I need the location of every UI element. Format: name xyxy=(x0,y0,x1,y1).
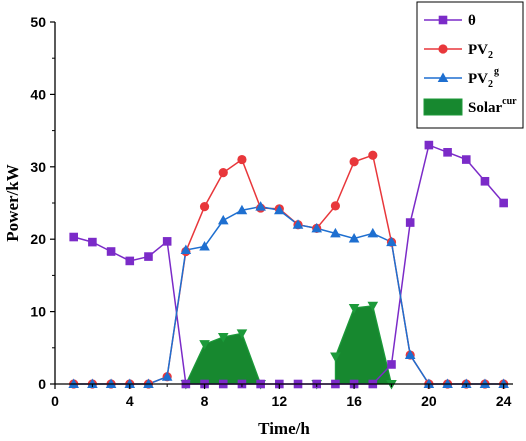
solar_cur-point xyxy=(236,329,248,339)
pv2g-point xyxy=(161,371,173,381)
x-tick-label: 12 xyxy=(272,393,288,409)
theta-point xyxy=(480,176,490,186)
pv2g-point xyxy=(348,232,360,243)
y-axis-title: Power/kW xyxy=(3,164,22,241)
legend: θ PV2 PV2g Solarcur xyxy=(416,1,524,129)
y-tick-label: 10 xyxy=(30,304,46,320)
pv2g-point xyxy=(255,201,266,211)
x-tick-label: 24 xyxy=(496,393,512,409)
pv2g-point xyxy=(442,378,453,388)
pv2g-point xyxy=(217,214,229,225)
legend-marker-theta xyxy=(438,15,448,25)
theta-line xyxy=(73,144,505,385)
legend-label-theta: θ xyxy=(468,13,476,29)
axes: 0 4 8 12 16 20 24 0 10 20 30 40 50 xyxy=(30,14,513,409)
pv2-point xyxy=(349,157,359,167)
pv2g-point xyxy=(386,236,397,247)
pv2-point xyxy=(218,167,228,178)
pv2g-point xyxy=(274,204,285,215)
x-tick-label: 0 xyxy=(51,393,59,409)
x-axis-title: Time/h xyxy=(258,419,310,438)
pv2-point xyxy=(330,201,341,211)
pv2g-line xyxy=(73,205,504,385)
x-tick-label: 20 xyxy=(421,393,437,409)
y-tick-label: 40 xyxy=(30,86,46,102)
solar_cur-point xyxy=(367,301,379,312)
solar_cur-point xyxy=(217,332,229,343)
y-tick-label: 20 xyxy=(30,231,46,247)
legend-marker-pv2 xyxy=(438,44,448,54)
theta-point xyxy=(443,148,452,157)
pv2g-point xyxy=(404,349,416,360)
theta-point xyxy=(405,218,415,227)
pv2g-point xyxy=(367,227,379,238)
plot-area xyxy=(68,140,509,390)
pv2g-point xyxy=(180,244,192,255)
x-tick-label: 16 xyxy=(346,393,362,409)
pv2g-point xyxy=(311,222,323,233)
legend-marker-pv2g xyxy=(437,72,449,82)
x-tick-label: 8 xyxy=(201,393,209,409)
pv2g-point xyxy=(236,204,248,215)
solar_cur-point xyxy=(348,303,360,314)
pv2g-point xyxy=(68,378,79,388)
pv2g-point xyxy=(460,378,472,388)
theta-point xyxy=(144,252,153,261)
y-tick-label: 0 xyxy=(38,376,46,392)
legend-label-pv2g: PV2g xyxy=(468,66,499,90)
theta-point xyxy=(88,237,97,247)
pv2g-point xyxy=(292,219,304,229)
theta-point xyxy=(106,247,116,256)
theta-point xyxy=(387,360,396,369)
pv2-point xyxy=(368,150,378,160)
theta-point xyxy=(424,140,434,150)
pv2-line xyxy=(73,154,504,385)
pv2g-point xyxy=(143,378,154,388)
legend-label-solar_cur: Solarcur xyxy=(468,96,517,116)
pv2g-point xyxy=(199,240,210,251)
theta-point xyxy=(461,155,471,164)
legend-swatch-solar_cur xyxy=(423,98,463,116)
legend-label-pv2: PV2 xyxy=(468,42,493,61)
solar_cur-point xyxy=(199,340,210,350)
pv2g-point xyxy=(479,378,491,388)
pv2g-point xyxy=(87,378,98,388)
theta-point xyxy=(499,198,508,208)
solar_cur-point xyxy=(330,352,341,362)
pv2g-point xyxy=(105,378,117,388)
y-tick-label: 50 xyxy=(30,14,46,30)
pv2g-point xyxy=(330,227,341,238)
x-tick-label: 4 xyxy=(126,393,134,409)
theta-point xyxy=(162,237,172,246)
pv2-point xyxy=(237,154,247,165)
pv2g-point xyxy=(124,378,136,388)
theta-point xyxy=(125,256,135,266)
theta-point xyxy=(69,232,78,242)
y-tick-label: 30 xyxy=(30,159,46,175)
pv2-point xyxy=(199,202,210,212)
pv2g-point xyxy=(498,378,509,388)
pv2g-point xyxy=(423,378,435,388)
